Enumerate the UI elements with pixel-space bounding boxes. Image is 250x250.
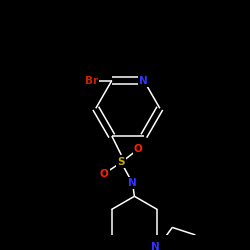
Text: O: O <box>134 144 142 154</box>
Text: S: S <box>118 158 125 168</box>
Text: N: N <box>128 178 137 188</box>
Text: Br: Br <box>84 76 98 86</box>
Text: N: N <box>151 242 160 250</box>
Text: N: N <box>140 76 148 86</box>
Text: O: O <box>100 169 109 179</box>
